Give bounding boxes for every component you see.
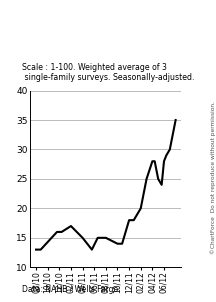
Text: Scale : 1-100. Weighted average of 3: Scale : 1-100. Weighted average of 3 bbox=[22, 63, 167, 72]
Text: single-family surveys. Seasonally-adjusted.: single-family surveys. Seasonally-adjust… bbox=[22, 73, 194, 82]
Text: Housing Market Index: Housing Market Index bbox=[0, 10, 216, 28]
Text: ©ChartForce  Do not reproduce without permission.: ©ChartForce Do not reproduce without per… bbox=[210, 101, 216, 254]
Text: Data: NAHB / Wells Fargo: Data: NAHB / Wells Fargo bbox=[22, 285, 118, 294]
